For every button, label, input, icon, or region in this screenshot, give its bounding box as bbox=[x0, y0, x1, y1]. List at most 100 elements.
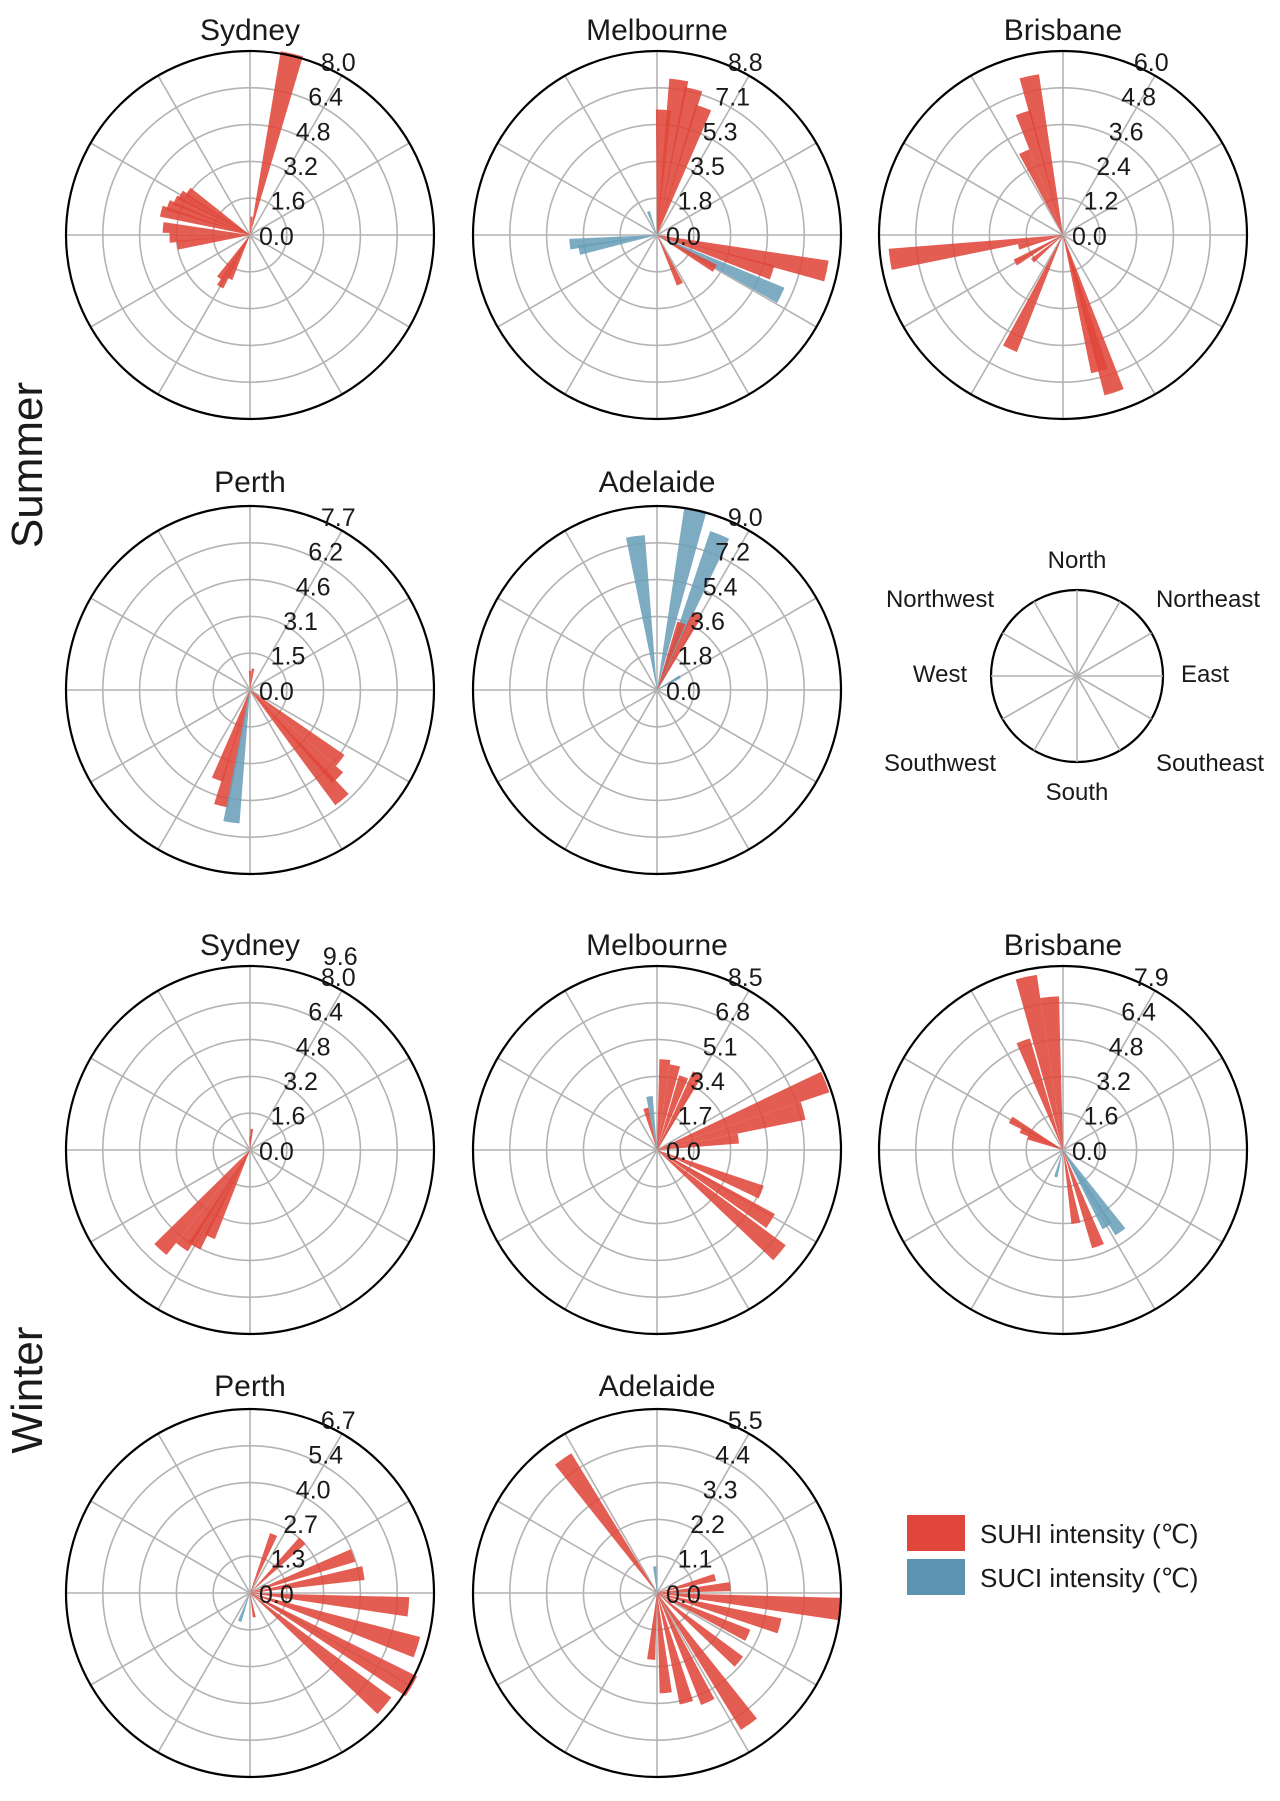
grid-spoke bbox=[249, 1433, 343, 1594]
grid-spoke bbox=[249, 689, 343, 850]
suhi-bar bbox=[657, 621, 686, 690]
suhi-bar bbox=[1019, 149, 1063, 235]
radial-tick-label: 6.4 bbox=[1121, 999, 1156, 1027]
radial-tick-label: 5.4 bbox=[308, 1442, 343, 1470]
suhi-bar bbox=[204, 1150, 250, 1240]
polar-outer-ring bbox=[64, 964, 436, 1336]
chart-title: Sydney bbox=[200, 14, 300, 47]
radial-tick-label: 4.8 bbox=[296, 1033, 331, 1061]
suci-bar bbox=[578, 235, 657, 255]
radial-tick-label: 3.2 bbox=[1096, 1068, 1131, 1096]
radial-tick-label: 4.0 bbox=[296, 1476, 331, 1504]
radial-tick-label: 6.0 bbox=[1134, 49, 1169, 77]
radial-tick-label: 2.4 bbox=[1096, 153, 1131, 181]
chart-panels: Sydney 0.0 1.6 3.2 4.8 6.4 8.0 Melbourne 0.0 1.8 3… bbox=[64, 14, 1249, 1779]
suci-bar bbox=[646, 1096, 657, 1150]
suhi-bar bbox=[657, 1593, 672, 1694]
suhi-bar bbox=[1063, 235, 1124, 396]
chart-title: Sydney bbox=[200, 929, 300, 962]
suhi-bar bbox=[1003, 235, 1063, 352]
grid-spoke bbox=[656, 597, 817, 691]
suhi-bar bbox=[250, 690, 349, 806]
polar-panel-summer-brisbane: Brisbane 0.0 1.2 2.4 3.6 4.8 6.0 bbox=[877, 14, 1249, 421]
suci-bar bbox=[653, 1566, 657, 1593]
grid-spoke bbox=[157, 75, 251, 236]
radial-tick-label: 1.6 bbox=[271, 1102, 306, 1130]
suhi-bar bbox=[657, 1071, 830, 1150]
radial-tick-label: 8.0 bbox=[321, 49, 356, 77]
chart-title: Brisbane bbox=[1004, 929, 1122, 962]
grid-spoke bbox=[249, 689, 410, 783]
grid-spoke bbox=[564, 1592, 658, 1753]
suhi-bar bbox=[657, 611, 702, 690]
radial-tick-label: 4.8 bbox=[1109, 1033, 1144, 1061]
suhi-bar bbox=[1016, 1038, 1063, 1150]
direction-label-southeast: Southeast bbox=[1156, 750, 1264, 777]
grid-spoke bbox=[249, 234, 410, 328]
suhi-bar bbox=[657, 1573, 717, 1593]
radial-tick-label: 3.6 bbox=[690, 608, 725, 636]
grid-spoke bbox=[497, 1057, 658, 1151]
suhi-bar bbox=[250, 1593, 418, 1697]
suhi-bar bbox=[1015, 110, 1063, 235]
suhi-bar bbox=[250, 1566, 365, 1593]
polar-panel-winter-perth: Perth 0.0 1.3 2.7 4.0 5.4 6.7 bbox=[64, 1370, 436, 1779]
polar-panel-summer-sydney: Sydney 0.0 1.6 3.2 4.8 6.4 8.0 bbox=[64, 14, 436, 421]
suhi-bar bbox=[250, 1593, 410, 1617]
radial-tick-label: 7.1 bbox=[715, 84, 750, 112]
suhi-bar bbox=[1063, 1150, 1081, 1225]
radial-tick-label: 1.8 bbox=[678, 642, 713, 670]
grid-spoke bbox=[656, 234, 750, 395]
radial-tick-label: 0.0 bbox=[259, 1581, 294, 1609]
polar-panel-winter-adelaide: Adelaide 0.0 1.1 2.2 3.3 4.4 5.5 bbox=[471, 1370, 843, 1779]
suhi-bar bbox=[250, 690, 344, 784]
chart-title: Perth bbox=[214, 1370, 286, 1403]
grid-spoke bbox=[249, 234, 343, 395]
suhi-bar bbox=[657, 235, 683, 286]
polar-outer-ring bbox=[471, 964, 843, 1336]
suhi-bar bbox=[176, 235, 250, 250]
suci-bar bbox=[647, 210, 657, 235]
grid-spoke bbox=[903, 1149, 1064, 1243]
direction-label-east: East bbox=[1181, 661, 1229, 688]
suhi-bar bbox=[226, 235, 250, 280]
grid-spoke bbox=[656, 1149, 750, 1310]
suhi-bar bbox=[250, 51, 303, 235]
radial-tick-label: 6.2 bbox=[308, 539, 343, 567]
season-label-summer: Summer bbox=[3, 382, 52, 548]
suci-bar bbox=[1063, 1150, 1112, 1230]
radial-tick-label: 2.2 bbox=[690, 1511, 725, 1539]
direction-key-spoke bbox=[1002, 675, 1078, 720]
suci-bar bbox=[657, 531, 730, 690]
grid-spoke bbox=[90, 1592, 251, 1686]
grid-spoke bbox=[1062, 75, 1156, 236]
suci-bar bbox=[237, 1593, 250, 1622]
radial-tick-label: 9.6 bbox=[323, 943, 358, 971]
suhi-bar bbox=[1008, 1116, 1063, 1150]
radial-tick-label: 0.0 bbox=[259, 223, 294, 251]
direction-key-spoke bbox=[1033, 675, 1078, 751]
suhi-bar bbox=[154, 1150, 250, 1255]
grid-spoke bbox=[656, 1592, 750, 1753]
radial-tick-label: 0.0 bbox=[666, 1581, 701, 1609]
polar-panel-summer-perth: Perth 0.0 1.5 3.1 4.6 6.2 7.7 bbox=[64, 466, 436, 876]
suhi-bar bbox=[1013, 235, 1063, 266]
grid-spoke bbox=[157, 530, 251, 691]
chart-title: Adelaide bbox=[599, 466, 716, 499]
direction-key-spoke bbox=[1076, 601, 1121, 677]
chart-title: Adelaide bbox=[599, 1370, 716, 1403]
suhi-bar bbox=[657, 235, 717, 272]
radial-tick-label: 8.8 bbox=[728, 49, 763, 77]
radial-tick-label: 1.7 bbox=[678, 1102, 713, 1130]
grid-spoke bbox=[157, 1592, 251, 1753]
suhi-bar bbox=[657, 1150, 764, 1199]
grid-spoke bbox=[970, 234, 1064, 395]
grid-spoke bbox=[1062, 234, 1156, 395]
suhi-bar bbox=[554, 1453, 657, 1593]
radial-tick-label: 0.0 bbox=[1072, 223, 1107, 251]
suhi-bar bbox=[1030, 235, 1063, 263]
grid-spoke bbox=[564, 75, 658, 236]
suhi-bar bbox=[176, 1150, 250, 1252]
suhi-bar bbox=[657, 1150, 786, 1261]
suhi-bar bbox=[1040, 996, 1063, 1150]
